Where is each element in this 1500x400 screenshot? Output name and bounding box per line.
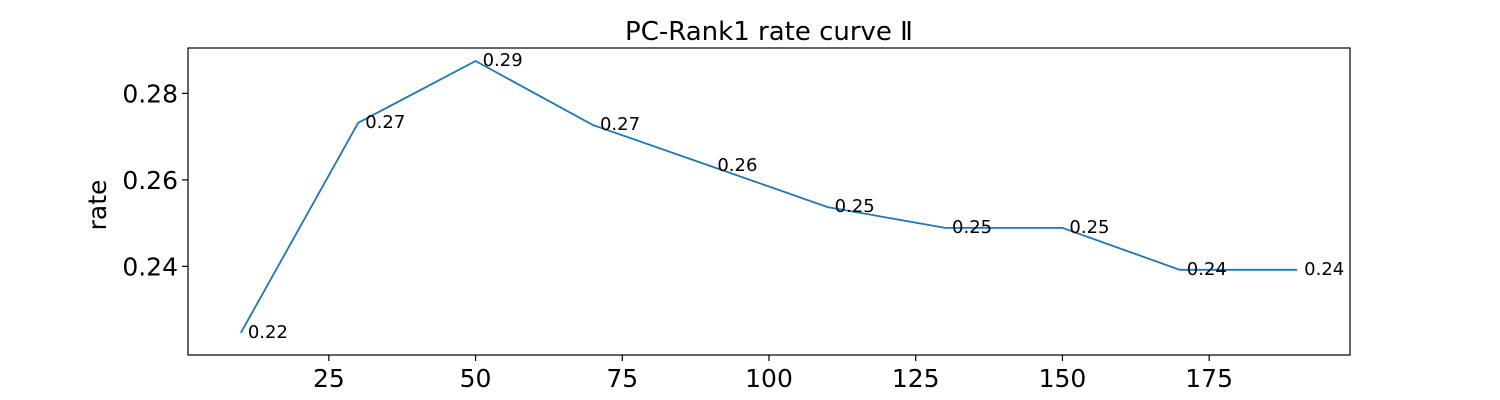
- x-tick-label: 150: [1039, 364, 1087, 393]
- plot-area-frame: [187, 47, 1351, 356]
- data-label: 0.27: [600, 114, 640, 135]
- y-tick-label: 0.28: [122, 79, 178, 108]
- data-label: 0.22: [248, 322, 288, 343]
- data-label: 0.25: [1069, 217, 1109, 238]
- data-label: 0.24: [1304, 259, 1344, 280]
- chart-title: PC-Rank1 rate curve Ⅱ: [625, 17, 913, 47]
- data-label: 0.26: [717, 155, 757, 176]
- series-line: [240, 59, 1298, 334]
- y-tick-label: 0.26: [122, 166, 178, 195]
- x-tick-label: 125: [892, 364, 940, 393]
- y-tick-label: 0.24: [122, 252, 178, 281]
- data-label: 0.25: [952, 217, 992, 238]
- data-label: 0.27: [365, 112, 405, 133]
- x-tick-label: 50: [460, 364, 492, 393]
- data-label: 0.25: [835, 196, 875, 217]
- x-tick-label: 175: [1185, 364, 1233, 393]
- data-label: 0.24: [1187, 259, 1227, 280]
- x-tick-label: 25: [313, 364, 345, 393]
- x-tick-label: 100: [745, 364, 793, 393]
- y-axis-label: rate: [83, 180, 112, 231]
- x-tick-label: 75: [606, 364, 638, 393]
- series-layer: [240, 59, 1298, 334]
- axis-ticks: 25 50 75 100 125 150 175 0.24 0.26 0.28: [122, 79, 1233, 393]
- data-label: 0.29: [483, 50, 523, 71]
- data-labels: 0.22 0.27 0.29 0.27 0.26 0.25 0.25 0.25 0.24 0.24: [248, 50, 1344, 343]
